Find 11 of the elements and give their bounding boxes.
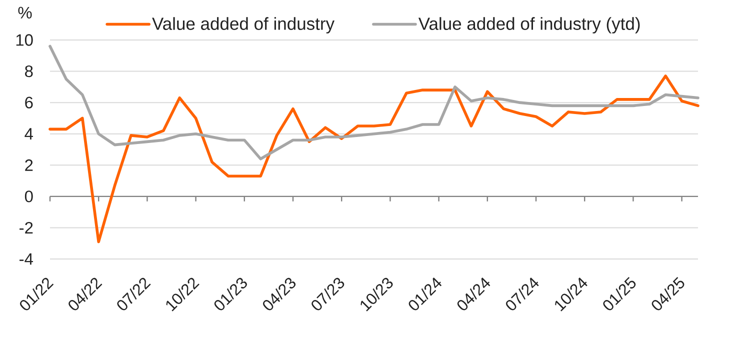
legend-label: Value added of industry [152, 17, 334, 34]
y-tick-label: 4 [24, 128, 33, 140]
y-tick-label: 6 [25, 96, 33, 108]
y-tick-label: -4 [20, 253, 33, 265]
y-tick-label: 2 [25, 159, 33, 171]
y-tick-label: -2 [20, 222, 33, 234]
y-tick-label: 0 [24, 190, 33, 202]
y-tick-label: 8 [25, 65, 33, 78]
y-tick-label: 10 [16, 34, 33, 46]
y-axis-title: % [18, 6, 32, 18]
legend-label: Value added of industry (ytd) [418, 17, 640, 34]
